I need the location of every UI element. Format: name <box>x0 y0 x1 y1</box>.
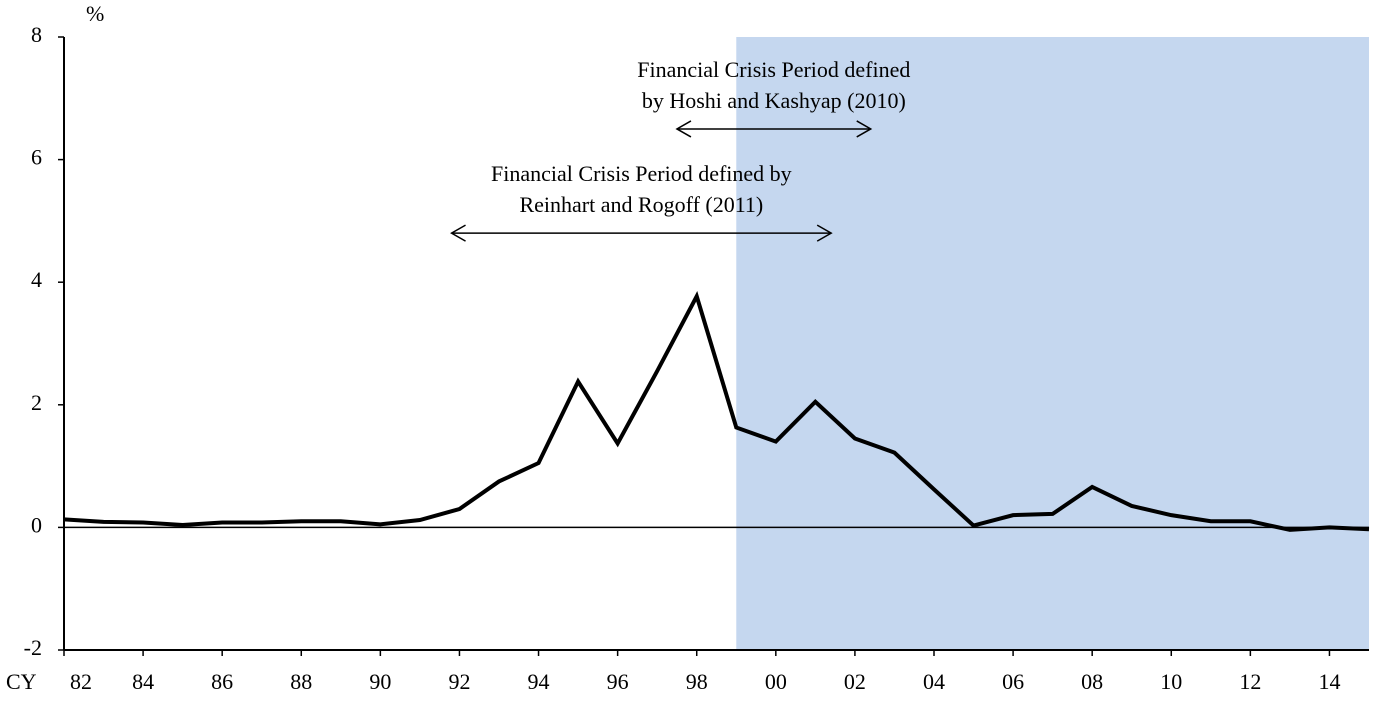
arrow-head <box>816 224 833 242</box>
x-tick-label: 00 <box>765 669 787 694</box>
x-tick-label: 04 <box>923 669 945 694</box>
x-tick-label: 02 <box>844 669 866 694</box>
annotation-text: by Hoshi and Kashyap (2010) <box>642 88 906 113</box>
y-tick-label: 2 <box>31 390 42 415</box>
x-tick-label: 86 <box>211 669 233 694</box>
y-tick-label: 4 <box>31 267 42 292</box>
y-tick-label: 6 <box>31 145 42 170</box>
y-tick-label: -2 <box>24 635 42 660</box>
arrow-head <box>675 120 692 138</box>
x-tick-label: 14 <box>1318 669 1340 694</box>
annotation-text: Reinhart and Rogoff (2011) <box>519 192 763 217</box>
y-tick-label: 0 <box>31 512 42 537</box>
x-tick-label: 92 <box>448 669 470 694</box>
data-line <box>63 291 1370 532</box>
x-tick-label: 10 <box>1160 669 1182 694</box>
x-tick-label: 88 <box>290 669 312 694</box>
x-tick-label: 08 <box>1081 669 1103 694</box>
x-tick-label: 82 <box>70 669 92 694</box>
x-axis-label: CY <box>6 669 37 694</box>
x-tick-label: 12 <box>1239 669 1261 694</box>
x-tick-label: 98 <box>686 669 708 694</box>
arrow-head <box>450 224 466 242</box>
annotation-text: Financial Crisis Period defined by <box>491 161 792 186</box>
arrow-head <box>856 120 873 138</box>
annotation-text: Financial Crisis Period defined <box>637 57 910 82</box>
x-tick-label: 94 <box>528 669 550 694</box>
x-tick-label: 96 <box>607 669 629 694</box>
x-tick-label: 84 <box>132 669 154 694</box>
x-tick-label: 06 <box>1002 669 1024 694</box>
y-tick-label: 8 <box>31 22 42 47</box>
shaded-period <box>736 37 1369 650</box>
x-tick-label: 90 <box>369 669 391 694</box>
y-axis-label: % <box>86 1 104 26</box>
